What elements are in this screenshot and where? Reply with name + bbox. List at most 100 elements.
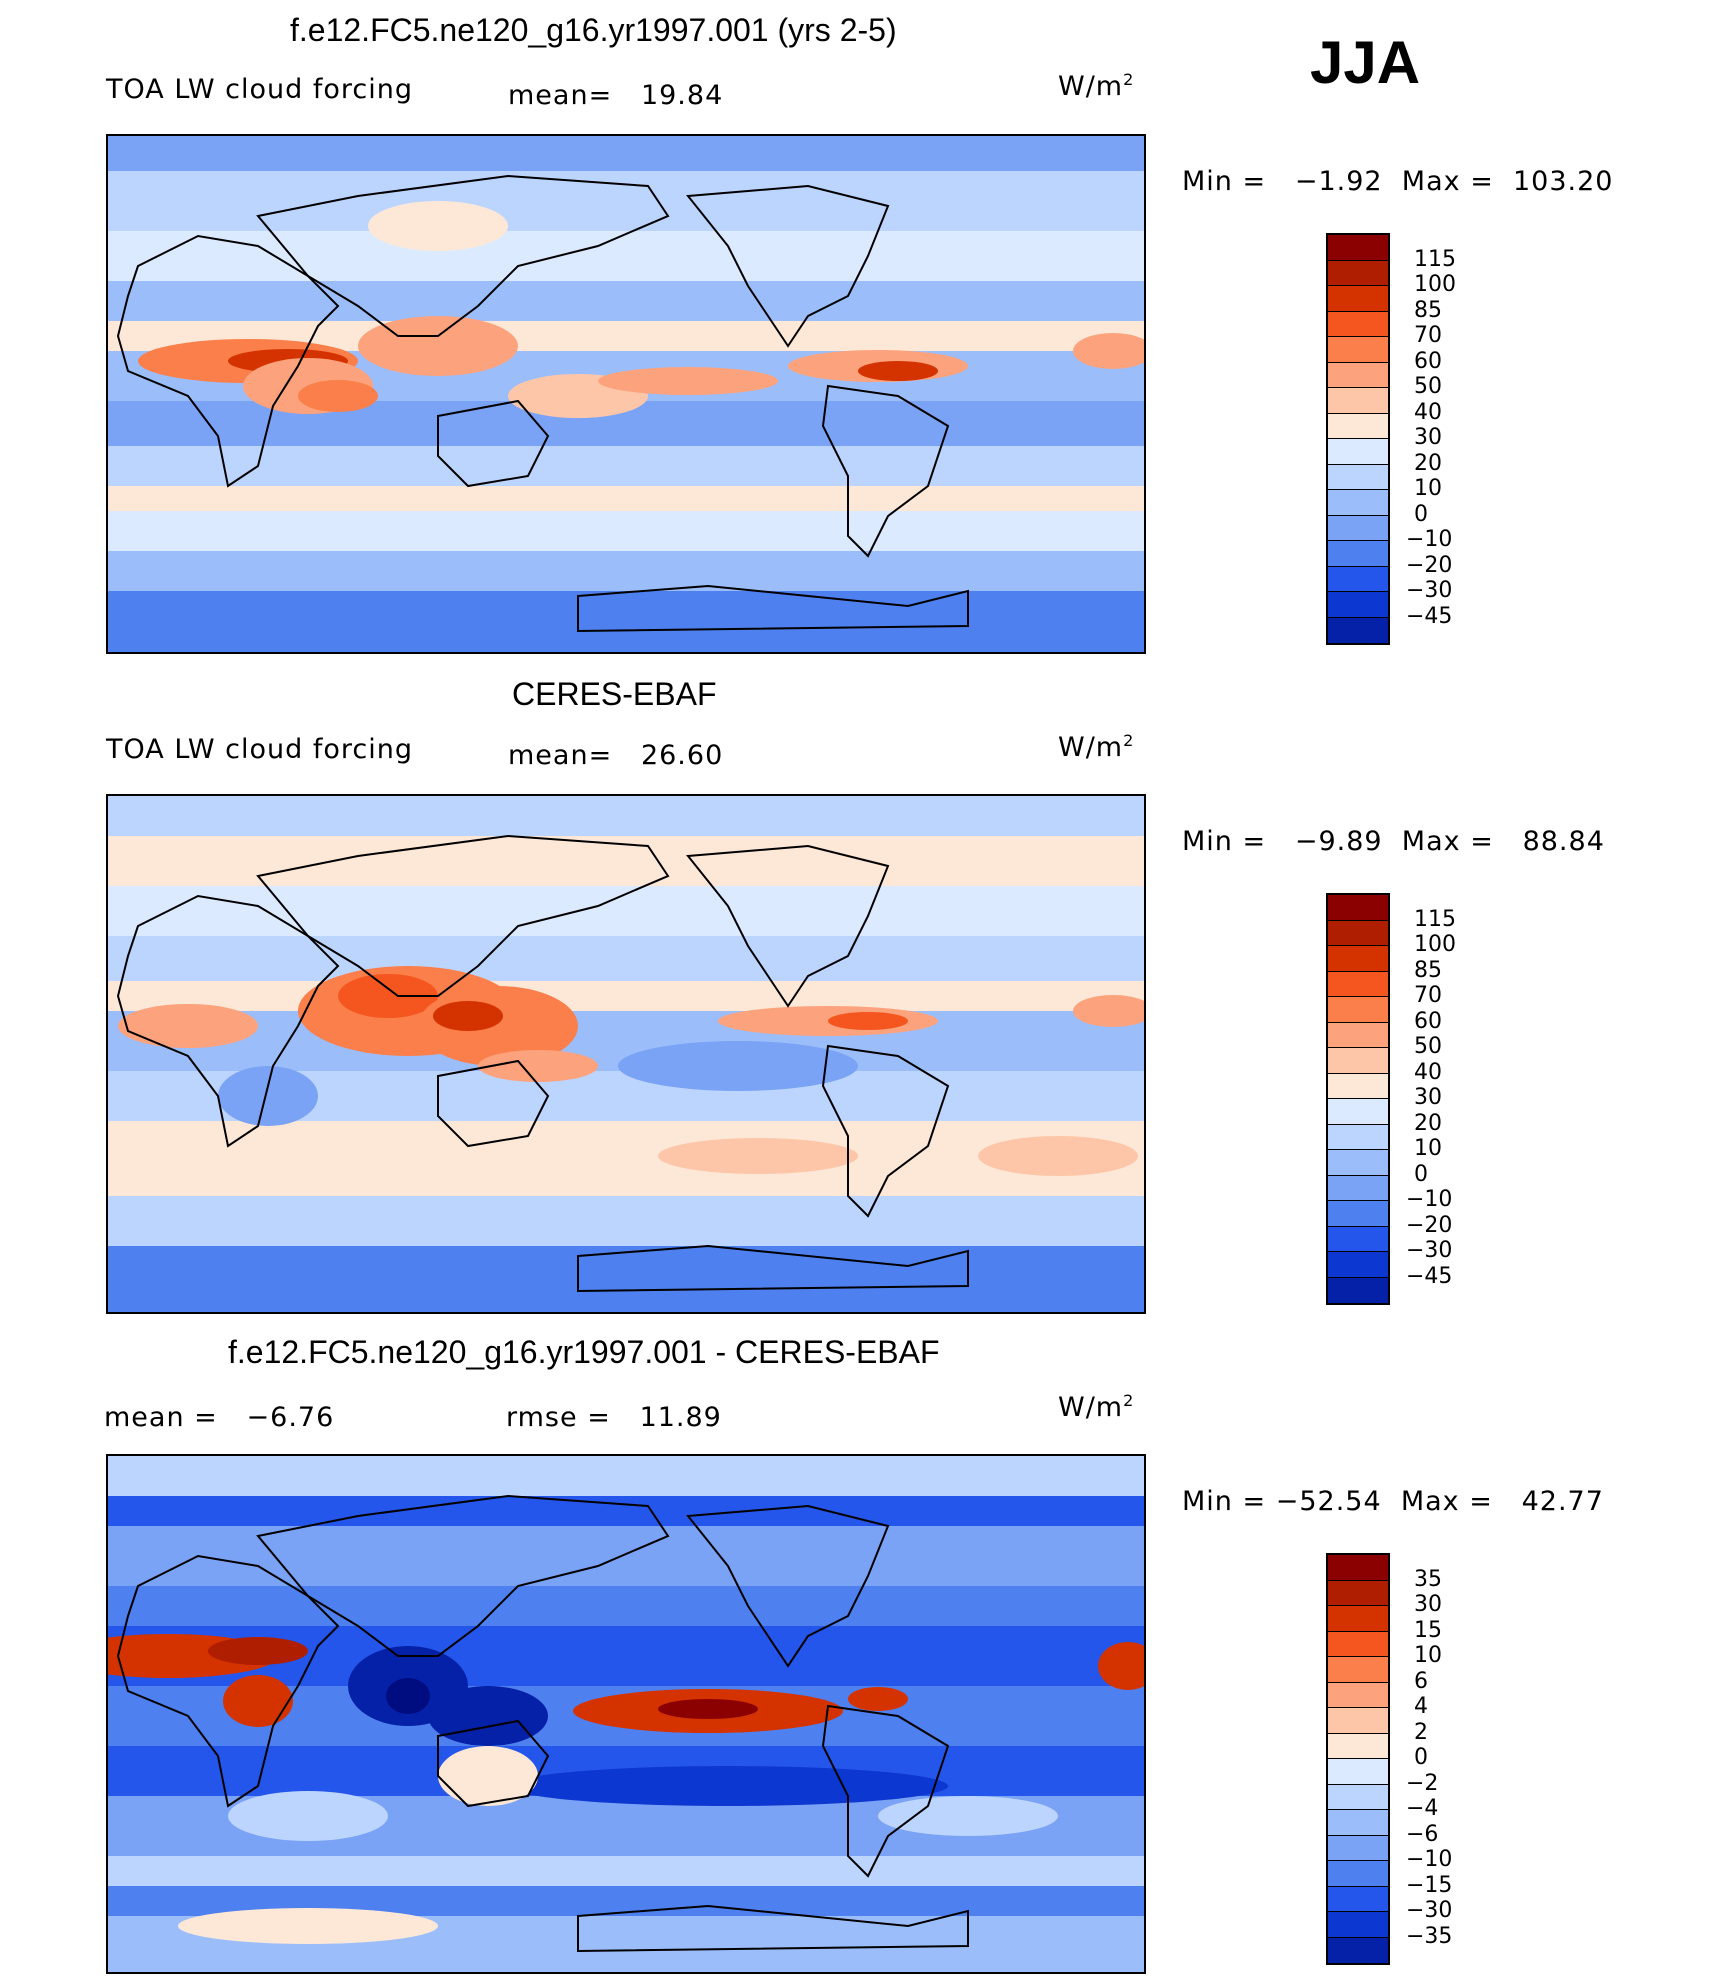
panel3-units-exp: 2	[1123, 1391, 1135, 1410]
panel2-variable-label: TOA LW cloud forcing	[106, 734, 413, 765]
colorbar-segment	[1328, 464, 1388, 490]
colorbar-segment	[1328, 1631, 1388, 1657]
panel1-mean-value: 19.84	[640, 80, 724, 111]
panel1-min-label: Min =	[1182, 166, 1267, 197]
panel3-min-value: −52.54	[1275, 1486, 1382, 1517]
colorbar-segment	[1328, 439, 1388, 465]
panel2-title: CERES-EBAF	[512, 676, 717, 712]
colorbar-tick-label: 30	[1414, 1085, 1442, 1110]
colorbar-segment	[1328, 1606, 1388, 1632]
colorbar-tick-label: 15	[1414, 1617, 1442, 1643]
colorbar-tick-label: 6	[1414, 1668, 1428, 1694]
colorbar-tick-label: 20	[1414, 450, 1442, 476]
colorbar-segment	[1328, 1277, 1388, 1303]
panel1-mean-label: mean=	[508, 80, 613, 111]
colorbar-segment	[1328, 388, 1388, 414]
panel3-rmse: rmse = 11.89	[506, 1402, 722, 1433]
colorbar-tick-label: 100	[1414, 932, 1456, 957]
colorbar-tick-label: 60	[1414, 1008, 1442, 1034]
colorbar-tick-label: 50	[1414, 374, 1442, 399]
colorbar-segment	[1328, 1124, 1388, 1150]
colorbar-segment	[1328, 1580, 1388, 1606]
panel1-colorbar	[1326, 233, 1390, 645]
colorbar-tick-label: −20	[1406, 1212, 1453, 1238]
colorbar-segment	[1328, 1937, 1388, 1963]
panel1-max-value: 103.20	[1513, 166, 1614, 197]
panel3-title: f.e12.FC5.ne120_g16.yr1997.001 - CERES-E…	[228, 1334, 940, 1370]
panel3-colorbar	[1326, 1553, 1390, 1965]
panel2-mean-value: 26.60	[640, 740, 724, 771]
colorbar-segment	[1328, 1886, 1388, 1912]
colorbar-tick-label: 35	[1414, 1566, 1442, 1592]
panel2-min-label: Min =	[1182, 826, 1267, 857]
panel3-min-label: Min =	[1182, 1486, 1267, 1517]
panel1-units-text: W/m	[1058, 71, 1124, 102]
colorbar-tick-label: 10	[1414, 476, 1442, 501]
colorbar-segment	[1328, 1733, 1388, 1759]
colorbar-segment	[1328, 617, 1388, 643]
colorbar-segment	[1328, 1861, 1388, 1887]
colorbar-tick-label: 30	[1414, 1592, 1442, 1617]
colorbar-segment	[1328, 235, 1388, 261]
colorbar-tick-label: −10	[1406, 1847, 1453, 1872]
colorbar-tick-label: 60	[1414, 348, 1442, 374]
colorbar-segment	[1328, 1252, 1388, 1278]
colorbar-segment	[1328, 1657, 1388, 1683]
panel3-units: W/m2	[1058, 1391, 1134, 1423]
panel3-mean: mean = −6.76	[104, 1402, 334, 1433]
colorbar-tick-label: 115	[1414, 246, 1456, 272]
colorbar-segment	[1328, 490, 1388, 516]
panel2-min-value: −9.89	[1294, 826, 1383, 857]
panel2-max-value: 88.84	[1522, 826, 1605, 857]
colorbar-tick-label: 70	[1414, 323, 1442, 348]
colorbar-tick-label: 0	[1414, 1161, 1428, 1187]
panel2-mean-label: mean=	[508, 740, 613, 771]
colorbar-segment	[1328, 311, 1388, 337]
colorbar-segment	[1328, 566, 1388, 592]
colorbar-tick-label: 40	[1414, 399, 1442, 425]
colorbar-segment	[1328, 971, 1388, 997]
colorbar-segment	[1328, 1759, 1388, 1785]
colorbar-tick-label: 40	[1414, 1059, 1442, 1085]
colorbar-tick-label: 100	[1414, 272, 1456, 297]
colorbar-segment	[1328, 946, 1388, 972]
colorbar-tick-label: −10	[1406, 1187, 1453, 1212]
colorbar-tick-label: 30	[1414, 425, 1442, 450]
colorbar-tick-label: 20	[1414, 1110, 1442, 1136]
colorbar-segment	[1328, 1555, 1388, 1581]
panel1-mean: mean= 19.84	[508, 80, 723, 111]
season-label: JJA	[1310, 29, 1421, 96]
colorbar-tick-label: 70	[1414, 983, 1442, 1008]
panel1-min-value: −1.92	[1294, 166, 1383, 197]
panel2-minmax: Min = −9.89 Max = 88.84	[1182, 826, 1605, 857]
panel1-max-label: Max =	[1401, 166, 1494, 197]
colorbar-tick-label: −20	[1406, 552, 1453, 578]
panel1-minmax: Min = −1.92 Max = 103.20	[1182, 166, 1613, 197]
colorbar-tick-label: 4	[1414, 1694, 1428, 1719]
panel2-units: W/m2	[1058, 731, 1134, 763]
colorbar-segment	[1328, 920, 1388, 946]
colorbar-tick-label: 0	[1414, 1745, 1428, 1770]
colorbar-segment	[1328, 895, 1388, 921]
colorbar-segment	[1328, 1784, 1388, 1810]
colorbar-tick-label: −30	[1406, 1238, 1453, 1263]
panel3-units-text: W/m	[1058, 1392, 1124, 1423]
colorbar-tick-label: 85	[1414, 297, 1442, 323]
colorbar-tick-label: −45	[1406, 1263, 1453, 1289]
panel2-units-exp: 2	[1123, 731, 1135, 750]
colorbar-segment	[1328, 1226, 1388, 1252]
panel1-variable-label: TOA LW cloud forcing	[106, 74, 413, 105]
colorbar-segment	[1328, 1912, 1388, 1938]
panel1-units-exp: 2	[1123, 70, 1135, 89]
colorbar-tick-label: −30	[1406, 1898, 1453, 1923]
colorbar-tick-label: 0	[1414, 501, 1428, 527]
panel1-title: f.e12.FC5.ne120_g16.yr1997.001 (yrs 2-5)	[290, 12, 897, 48]
panel3-mean-value: −6.76	[246, 1402, 335, 1433]
panel3-max-label: Max =	[1400, 1486, 1493, 1517]
panel2-max-label: Max =	[1401, 826, 1494, 857]
colorbar-tick-label: −30	[1406, 578, 1453, 603]
panel3-rmse-label: rmse =	[506, 1402, 611, 1433]
colorbar-tick-label: −35	[1406, 1923, 1453, 1949]
colorbar-tick-label: 50	[1414, 1034, 1442, 1059]
colorbar-segment	[1328, 1201, 1388, 1227]
